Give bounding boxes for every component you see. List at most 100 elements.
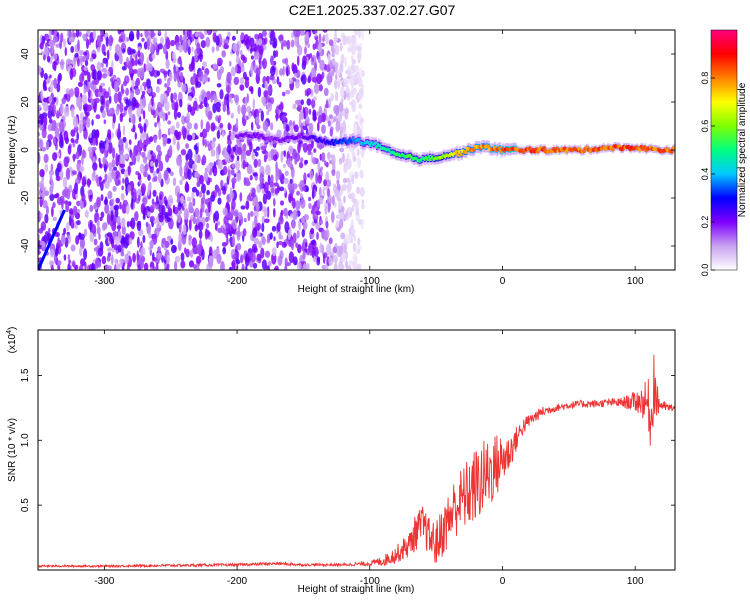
spectrogram-cell [355,205,359,216]
spectrogram-cell [339,218,344,229]
x-tick-label: -300 [94,576,114,587]
spectrogram-cell [284,265,288,270]
spectrogram-cell [91,119,94,126]
spectrogram-cell [264,218,270,224]
colorbar-tick-label: 0.4 [700,168,710,181]
spectrogram-cell [273,182,279,187]
spectrogram-cell [143,41,148,50]
spectrogram-cell [114,258,119,264]
spectrogram-cell [114,263,117,270]
spectrogram-cell [210,194,216,202]
spectrogram-cell [100,62,104,68]
spectrogram-cell [263,181,269,194]
spectrogram-cell [258,240,263,249]
spectrogram-cell [321,264,327,270]
spectrogram-cell [279,200,285,206]
spectrogram-cell [281,114,286,122]
spectrogram-cell [115,152,119,165]
spectrogram-cell [156,222,161,229]
spectrogram-cell [86,104,92,112]
spectrogram-cell [100,211,105,218]
spectrogram-cell [53,53,58,61]
spectrogram-cell [145,221,149,228]
spectrogram-cell [67,263,71,270]
spectrogram-cell [179,98,183,108]
spectrogram-cell [139,138,142,149]
spectrogram-cell [255,51,260,60]
spectrogram-cell [186,122,193,130]
spectrogram-cell [98,161,102,168]
spectrogram-cell [185,181,189,192]
spectrogram-cell [188,234,192,246]
spectrogram-cell [340,232,346,240]
spectrogram-cell [172,135,177,146]
spectrogram-cell [282,163,287,168]
spectrogram-cell [130,190,134,196]
spectrogram-cell [231,199,236,211]
spectrogram-cell [324,206,328,215]
spectrogram-cell [222,207,228,216]
spectrogram-cell [147,174,151,181]
spectrogram-cell [157,171,162,184]
spectrogram-cell [317,160,321,173]
spectrogram-cell [57,237,61,247]
spectrogram-cell [322,30,328,33]
spectrogram-cell [251,251,256,263]
spectrogram-cell [125,37,130,42]
spectrogram-cell [232,219,237,230]
spectrogram-cell [353,235,357,242]
spectrogram-cell [211,165,215,173]
spectrogram-cell [136,250,139,263]
spectrogram-cell [214,222,218,231]
spectrogram-cell [226,140,233,145]
spectrogram-cell [286,66,289,77]
spectrogram-cell [53,104,57,116]
spectrogram-cell [297,104,302,113]
spectrogram-cell [215,185,220,193]
spectrogram-cell [147,211,151,217]
spectrogram-cell [102,57,108,64]
spectrogram-cell [295,79,300,89]
spectrogram-cell [187,148,193,161]
spectrogram-cell [68,37,74,43]
spectrogram-cell [318,105,323,116]
spectrogram-cell [167,120,172,125]
spectrogram-cell [349,148,353,153]
spectrogram-cell [318,33,322,45]
spectrogram-cell [92,162,98,171]
spectrogram-cell [290,39,295,48]
spectrogram-cell [294,99,301,105]
spectrogram-cell [203,171,209,182]
spectrogram-cell [358,263,362,270]
spectrogram-cell [53,136,56,146]
spectrogram-cell [334,79,338,90]
spectrogram-cell [72,116,79,128]
x-tick-label: -100 [360,576,380,587]
spectrogram-cell [83,228,88,237]
spectrogram-cell [267,260,272,267]
spectrogram-cell [72,32,78,38]
spectrogram-cell [342,177,347,184]
spectrogram-cell [120,252,125,257]
spectrogram-cell [337,68,341,77]
spectrogram-cell [224,151,230,163]
spectrogram-cell [176,72,180,83]
spectrogram-cell [325,33,329,45]
spectrogram-cell [327,120,331,127]
spectrogram-cell [224,93,229,101]
spectrogram-cell [78,96,82,107]
spectrogram-cell [247,194,250,201]
spectrogram-cell [50,180,54,191]
spectrogram-cell [116,225,122,230]
spectrogram-cell [76,220,81,226]
spectrogram-cell [48,227,51,234]
spectrogram-cell [141,151,146,158]
spectrogram-cell [211,46,215,53]
spectrogram-cell [312,43,317,50]
spectrogram-cell [312,109,317,118]
spectrogram-cell [217,197,222,205]
spectrogram-cell [133,60,138,66]
spectrogram-cell [69,68,74,81]
spectrogram-cell [353,128,357,136]
spectrogram-cell [117,122,121,135]
